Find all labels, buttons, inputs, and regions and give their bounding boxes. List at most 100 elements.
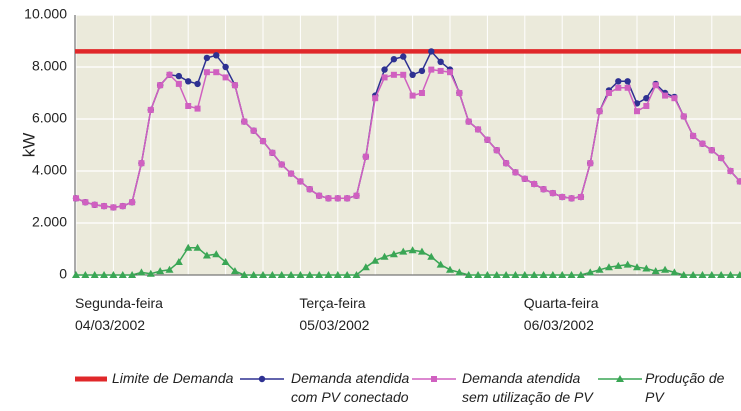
point xyxy=(381,74,388,81)
point xyxy=(596,108,603,115)
point xyxy=(287,271,296,278)
point xyxy=(231,82,238,89)
series-line xyxy=(75,68,741,209)
point xyxy=(418,90,425,96)
point xyxy=(184,243,193,251)
point xyxy=(165,265,174,273)
point xyxy=(456,90,463,96)
point xyxy=(662,92,669,99)
point xyxy=(362,153,369,160)
x-tick-label: Quarta-feira 06/03/2002 xyxy=(523,295,599,333)
point xyxy=(333,271,342,278)
point xyxy=(297,178,304,185)
point xyxy=(464,271,473,278)
point xyxy=(689,271,698,278)
point xyxy=(268,271,277,278)
point xyxy=(194,80,201,88)
point xyxy=(73,195,79,202)
point xyxy=(567,271,576,278)
x-tick-label: Segunda-feira 04/03/2002 xyxy=(75,295,163,333)
point xyxy=(531,181,538,187)
point xyxy=(642,264,651,272)
point xyxy=(717,271,726,278)
point xyxy=(465,118,472,125)
point xyxy=(521,175,528,182)
point xyxy=(633,100,641,107)
point xyxy=(315,271,324,278)
point xyxy=(727,168,734,174)
point xyxy=(447,69,453,76)
point xyxy=(577,194,584,200)
y-axis-label: kW xyxy=(19,133,38,158)
point xyxy=(633,263,641,271)
point xyxy=(109,271,118,278)
point xyxy=(138,160,145,167)
point xyxy=(129,199,136,206)
point xyxy=(455,268,464,276)
point xyxy=(194,105,201,112)
point xyxy=(431,376,437,382)
point xyxy=(736,178,741,185)
point xyxy=(698,271,707,278)
point xyxy=(389,250,398,258)
point xyxy=(380,252,389,260)
point xyxy=(409,92,416,99)
point xyxy=(428,48,435,55)
point xyxy=(437,67,444,74)
point xyxy=(72,271,80,278)
series xyxy=(73,66,741,211)
point xyxy=(82,199,89,206)
point xyxy=(707,271,716,278)
y-tick-label: 10.000 xyxy=(24,6,67,22)
point xyxy=(436,260,445,268)
point xyxy=(174,258,183,265)
legend-label: Demanda atendida com PV conectado xyxy=(291,370,410,405)
point xyxy=(230,267,239,275)
point xyxy=(615,84,622,91)
point xyxy=(483,271,492,278)
legend-label: Demanda atendida sem utilização de PV xyxy=(462,370,593,405)
point xyxy=(651,267,660,275)
point xyxy=(446,265,454,273)
legend-label: Limite de Demanda xyxy=(112,370,234,386)
point xyxy=(511,271,520,278)
point xyxy=(548,271,557,278)
point xyxy=(90,271,99,278)
point xyxy=(166,71,173,78)
x-tick-label: Terça-feira 05/03/2002 xyxy=(299,295,370,333)
point xyxy=(549,190,556,197)
point xyxy=(371,256,380,264)
point xyxy=(539,271,548,278)
point xyxy=(100,271,109,278)
point xyxy=(324,271,333,278)
point xyxy=(221,258,230,265)
point xyxy=(277,271,286,278)
point xyxy=(399,247,408,255)
point xyxy=(128,271,137,278)
point xyxy=(493,147,500,154)
point xyxy=(558,271,567,278)
point xyxy=(185,103,192,109)
point xyxy=(213,69,220,76)
point xyxy=(212,250,221,258)
point xyxy=(381,66,388,73)
point xyxy=(193,243,202,251)
point xyxy=(680,113,687,120)
point xyxy=(269,149,276,156)
point xyxy=(352,271,361,278)
point xyxy=(624,78,631,85)
point xyxy=(390,71,397,78)
point xyxy=(137,268,146,276)
y-tick-label: 6.000 xyxy=(32,110,67,126)
y-tick-label: 2.000 xyxy=(32,214,67,230)
point xyxy=(156,267,165,275)
point xyxy=(101,203,108,210)
point xyxy=(587,160,594,167)
point xyxy=(475,126,482,133)
point xyxy=(437,58,444,65)
point xyxy=(616,375,624,382)
point xyxy=(147,106,154,113)
point xyxy=(250,127,257,134)
point xyxy=(502,271,511,278)
